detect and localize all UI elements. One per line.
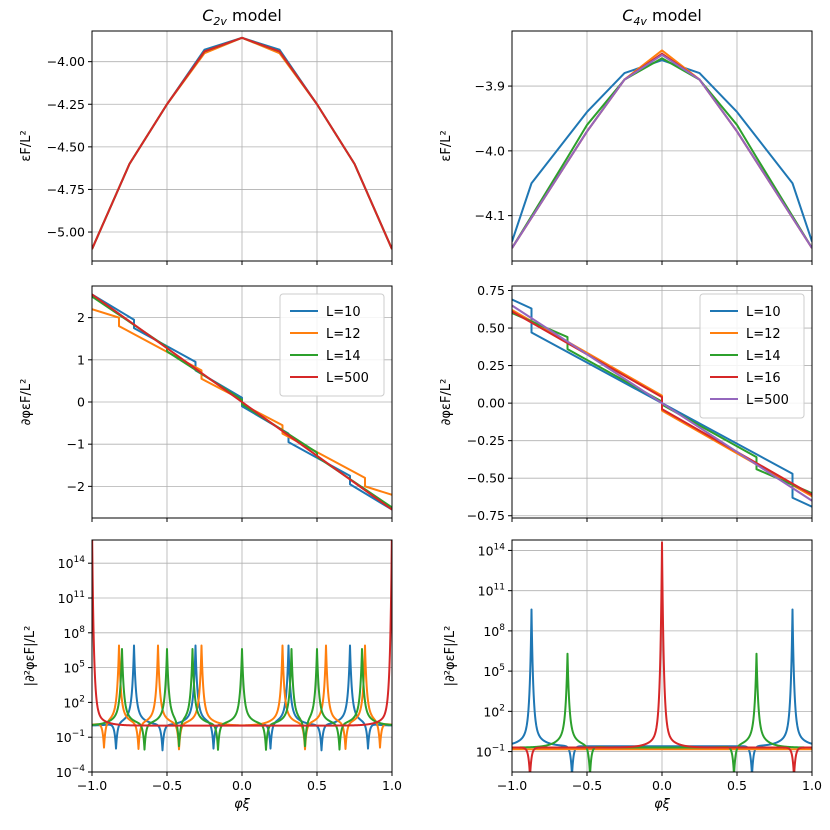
y-axis-label: εF/L² <box>439 130 454 161</box>
x-tick-label: −0.5 <box>152 778 182 793</box>
y-tick-label: 1011 <box>478 583 505 599</box>
panel-c4v_deriv2: −1.0 −0.5 0.0 0.5 1.0 10−1 102 105 108 1011 1014 |∂… <box>443 539 822 812</box>
series-line-L=500 <box>92 540 392 727</box>
y-tick-label: 102 <box>483 703 505 719</box>
panel-c4v_deriv1: −0.75 −0.50 −0.25 0.00 0.25 0.50 0.75 ∂φεF/L² L=… <box>439 283 813 523</box>
panel-c4v_energy: −4.1 −4.0 −3.9 εF/L² C4v model <box>439 6 813 265</box>
series-group <box>512 49 812 249</box>
series-group <box>512 541 812 772</box>
y-tick-label: 105 <box>63 660 85 676</box>
y-tick-label: −4.50 <box>47 139 85 154</box>
y-tick-label: −3.9 <box>475 79 505 94</box>
y-tick-label: 1014 <box>478 542 506 558</box>
panel-title: C2v model <box>202 6 282 28</box>
y-axis-label: |∂²φεF|/L² <box>23 626 38 687</box>
series-line-L=10 <box>512 608 812 772</box>
y-tick-label: 0.00 <box>477 396 505 411</box>
series-line-L=10 <box>512 59 812 242</box>
y-tick-label: −5.00 <box>47 225 85 240</box>
series-line-L=500 <box>512 304 812 502</box>
legend-label: L=16 <box>746 371 781 386</box>
series-group <box>92 36 392 250</box>
legend-label: L=500 <box>746 393 789 408</box>
y-tick-label: 108 <box>63 625 85 641</box>
series-line-L=500 <box>92 36 392 250</box>
y-tick-label: −0.50 <box>467 471 505 486</box>
y-tick-label: 0.25 <box>477 358 505 373</box>
series-line-L=500 <box>92 293 392 511</box>
series-group <box>92 540 392 752</box>
x-tick-label: 0.5 <box>727 778 747 793</box>
y-tick-label: 102 <box>63 694 85 710</box>
panel-c2v_deriv2: −1.0 −0.5 0.0 0.5 1.0 10−4 10−1 102 105 108 1011 10… <box>23 539 402 812</box>
legend-frame <box>699 293 805 419</box>
y-axis-label: εF/L² <box>19 130 34 161</box>
y-tick-label: −2 <box>67 479 85 494</box>
y-axis-label: |∂²φεF|/L² <box>443 626 458 687</box>
y-tick-label: 0.75 <box>477 283 505 298</box>
y-tick-label: 108 <box>483 623 505 639</box>
x-tick-label: 0.0 <box>232 778 252 793</box>
x-tick-label: −1.0 <box>497 778 527 793</box>
x-axis-label: φξ <box>234 797 251 812</box>
legend-label: L=500 <box>326 371 369 386</box>
x-tick-label: 1.0 <box>382 778 402 793</box>
x-tick-label: −0.5 <box>572 778 602 793</box>
series-group <box>92 293 392 511</box>
y-tick-label: 2 <box>77 310 85 325</box>
series-group <box>512 298 812 508</box>
legend: L=10 L=12 L=14 L=16 L=500 <box>699 293 805 419</box>
y-tick-label: 1011 <box>58 590 85 606</box>
y-tick-label: 10−1 <box>56 729 85 745</box>
y-axis-label: ∂φεF/L² <box>439 379 454 426</box>
x-tick-label: 0.5 <box>307 778 327 793</box>
legend-label: L=12 <box>326 327 361 342</box>
panel-c2v_deriv1: −2 −1 0 1 2 ∂φεF/L² L=10 L=12 L=14 L=500 <box>19 285 393 522</box>
panel-title: C4v model <box>622 6 702 28</box>
y-tick-label: −1 <box>67 437 85 452</box>
y-tick-label: 1014 <box>58 555 86 571</box>
y-tick-label: 105 <box>483 663 505 679</box>
y-tick-label: 10−1 <box>476 744 505 760</box>
x-tick-label: 1.0 <box>802 778 822 793</box>
x-tick-label: −1.0 <box>77 778 107 793</box>
series-line-L=14 <box>512 57 812 249</box>
series-line-L=14 <box>512 652 812 772</box>
legend-label: L=12 <box>746 327 781 342</box>
series-line-L=16 <box>512 541 812 772</box>
y-tick-label: −4.0 <box>475 143 505 158</box>
y-tick-label: −0.25 <box>467 433 505 448</box>
legend-label: L=14 <box>746 349 781 364</box>
y-tick-label: 0 <box>77 395 85 410</box>
y-tick-label: −4.1 <box>475 208 505 223</box>
y-tick-label: −4.00 <box>47 54 85 69</box>
x-axis-label: φξ <box>654 797 671 812</box>
series-line-L=14 <box>92 648 392 751</box>
y-tick-label: 1 <box>77 352 85 367</box>
legend-label: L=10 <box>326 305 361 320</box>
y-tick-label: 0.50 <box>477 321 505 336</box>
legend: L=10 L=12 L=14 L=500 <box>279 293 385 397</box>
y-tick-label: 10−4 <box>56 764 85 780</box>
y-tick-label: −4.75 <box>47 182 85 197</box>
panel-c2v_energy: −5.00 −4.75 −4.50 −4.25 −4.00 εF/L² C2v model <box>19 6 393 265</box>
legend-frame <box>279 293 385 397</box>
series-line-L=500 <box>512 53 812 249</box>
legend-label: L=10 <box>746 305 781 320</box>
x-tick-label: 0.0 <box>652 778 672 793</box>
y-axis-label: ∂φεF/L² <box>19 379 34 426</box>
legend-label: L=14 <box>326 349 361 364</box>
y-tick-label: −4.25 <box>47 97 85 112</box>
y-tick-label: −0.75 <box>467 508 505 523</box>
